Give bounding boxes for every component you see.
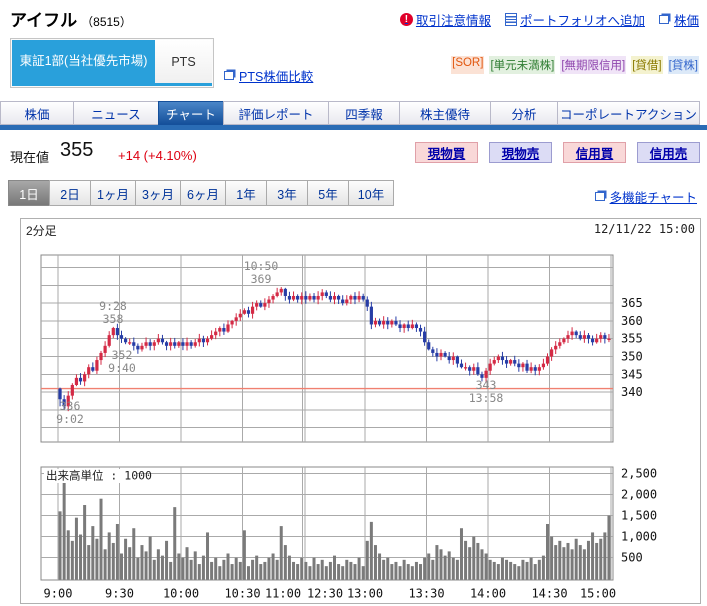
trade-button[interactable]: 現物売 <box>489 142 552 163</box>
pts-compare-link[interactable]: PTS株価比較 <box>224 66 313 85</box>
svg-text:500: 500 <box>621 551 643 565</box>
trade-button[interactable]: 信用売 <box>637 142 700 163</box>
page-title: アイフル （8515） <box>10 6 132 31</box>
svg-text:352: 352 <box>112 348 133 362</box>
market-tab-box: 東証1部(当社優先市場) PTS <box>10 38 214 88</box>
nav-tab-2[interactable]: ニュース <box>73 101 159 125</box>
top-link[interactable]: ! 取引注意情報 <box>399 10 491 29</box>
nav-tab-7[interactable]: 分析 <box>490 101 558 125</box>
top-link[interactable]: ポートフォリオへ追加 <box>504 10 645 29</box>
period-tab-1[interactable]: 1日 <box>8 180 50 206</box>
svg-text:350: 350 <box>621 350 643 364</box>
multichart-link[interactable]: 多機能チャート <box>594 187 697 206</box>
svg-text:343: 343 <box>476 378 497 392</box>
svg-text:10:00: 10:00 <box>163 587 199 601</box>
svg-text:369: 369 <box>251 272 272 286</box>
period-tab-2[interactable]: 2日 <box>49 180 91 206</box>
top-links: ! 取引注意情報 ポートフォリオへ追加 株価 <box>399 10 699 29</box>
svg-text:340: 340 <box>621 385 643 399</box>
svg-text:11:00: 11:00 <box>265 587 301 601</box>
nav-tab-1[interactable]: 株価 <box>0 101 74 125</box>
period-tab-6[interactable]: 1年 <box>225 180 267 206</box>
period-tab-4[interactable]: 3ヶ月 <box>135 180 181 206</box>
svg-text:13:30: 13:30 <box>408 587 444 601</box>
svg-text:360: 360 <box>621 314 643 328</box>
attribute-badge: [貸株] <box>667 56 699 74</box>
nav-tab-3[interactable]: チャート <box>158 101 224 125</box>
svg-text:1,500: 1,500 <box>621 509 657 523</box>
alert-icon: ! <box>399 13 413 26</box>
current-price-label: 現在値 <box>10 150 50 165</box>
nav-tab-6[interactable]: 株主優待 <box>399 101 491 125</box>
svg-text:出来高単位 : 1000: 出来高単位 : 1000 <box>46 469 152 483</box>
attribute-badge: [単元未満株] <box>489 56 556 74</box>
attribute-badges: [SOR] [単元未満株] [無期限信用] [貸借] [貸株] <box>451 56 699 74</box>
period-tab-7[interactable]: 3年 <box>266 180 308 206</box>
stock-code: （8515） <box>81 15 132 29</box>
svg-text:2,500: 2,500 <box>621 466 657 480</box>
svg-text:10:50: 10:50 <box>244 259 279 273</box>
period-tab-8[interactable]: 5年 <box>307 180 349 206</box>
svg-text:355: 355 <box>621 332 643 346</box>
trade-buttons: 現物買 現物売 信用買 信用売 <box>415 142 700 163</box>
attribute-badge: [SOR] <box>451 56 485 74</box>
svg-text:345: 345 <box>621 367 643 381</box>
nav-tabs: 株価 ニュース チャート 評価レポート 四季報 株主優待 分析 コーポレートアクション <box>0 101 707 125</box>
period-tabs: 1日 2日 1ヶ月 3ヶ月 6ヶ月 1年 3年 5年 10年 <box>8 180 394 206</box>
window-icon <box>594 192 605 201</box>
svg-text:14:30: 14:30 <box>531 587 567 601</box>
svg-text:13:58: 13:58 <box>469 391 504 405</box>
svg-text:9:30: 9:30 <box>105 587 134 601</box>
nav-tab-4[interactable]: 評価レポート <box>223 101 329 125</box>
svg-text:365: 365 <box>621 296 643 310</box>
trade-button[interactable]: 現物買 <box>415 142 478 163</box>
period-tab-9[interactable]: 10年 <box>348 180 394 206</box>
window-icon <box>224 71 234 80</box>
chart-svg: 出来高単位 : 1000 365 360 355 350 345 340 2,500 2,000… <box>40 254 657 601</box>
svg-text:9:28: 9:28 <box>99 299 127 313</box>
svg-text:1,000: 1,000 <box>621 530 657 544</box>
svg-text:12:30: 12:30 <box>307 587 343 601</box>
svg-text:9:00: 9:00 <box>44 587 73 601</box>
top-link[interactable]: 株価 <box>658 10 699 29</box>
attribute-badge: [貸借] <box>631 56 663 74</box>
stock-name: アイフル <box>10 11 78 30</box>
svg-text:9:40: 9:40 <box>108 361 136 375</box>
tab-tse1[interactable]: 東証1部(当社優先市場) <box>12 40 155 83</box>
tab-pts[interactable]: PTS <box>155 40 212 83</box>
chart-panel <box>20 218 701 604</box>
nav-underline-bar <box>0 125 707 130</box>
window-icon <box>658 15 669 24</box>
svg-text:13:00: 13:00 <box>347 587 383 601</box>
svg-text:2,000: 2,000 <box>621 487 657 501</box>
svg-text:336: 336 <box>60 399 81 413</box>
chart-timestamp: 12/11/22 15:00 <box>593 222 695 236</box>
price-change: +14 (+4.10%) <box>118 148 197 163</box>
svg-text:15:00: 15:00 <box>580 587 616 601</box>
trade-button[interactable]: 信用買 <box>563 142 626 163</box>
attribute-badge: [無期限信用] <box>560 56 627 74</box>
chart-interval-label: 2分足 <box>26 224 57 238</box>
svg-text:10:30: 10:30 <box>224 587 260 601</box>
period-tab-5[interactable]: 6ヶ月 <box>180 180 226 206</box>
svg-text:14:00: 14:00 <box>470 587 506 601</box>
document-icon <box>504 13 517 26</box>
market-tab-underline <box>12 83 212 86</box>
svg-text:358: 358 <box>103 312 124 326</box>
nav-tab-8[interactable]: コーポレートアクション <box>557 101 700 125</box>
svg-text:9:02: 9:02 <box>56 412 84 426</box>
period-tab-3[interactable]: 1ヶ月 <box>90 180 136 206</box>
current-price-value: 355 <box>60 139 94 161</box>
nav-tab-5[interactable]: 四季報 <box>328 101 400 125</box>
